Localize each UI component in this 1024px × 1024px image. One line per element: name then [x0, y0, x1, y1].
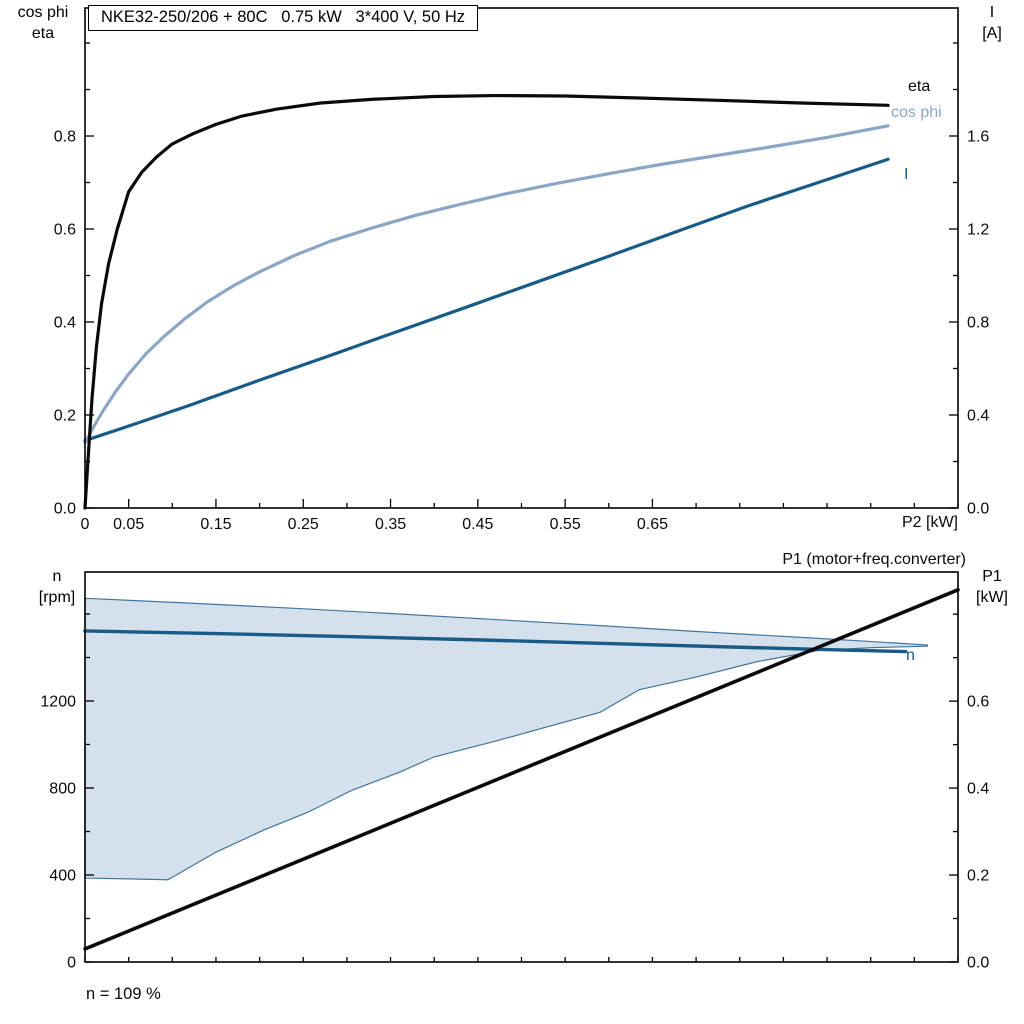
y-right-tick-label: 0.8 [967, 314, 989, 331]
x-tick-label: 0.65 [637, 516, 668, 533]
right-axis-title-line2: [A] [982, 25, 1002, 42]
right-axis-title-top-chart: I [A] [964, 2, 1020, 44]
left-axis-title-top-chart: cos phi eta [4, 2, 82, 44]
eta-curve-label: eta [908, 78, 931, 95]
y-right-tick-label: 0.2 [967, 868, 989, 885]
curve-P1 [83, 588, 960, 951]
left-axis-title-line1: cos phi [17, 4, 69, 21]
chart-title-box: NKE32-250/206 + 80C 0.75 kW 3*400 V, 50 … [88, 5, 478, 31]
y-left-tick-label: 0.0 [54, 501, 76, 518]
speed-percent-note: n = 109 % [86, 985, 161, 1003]
x-tick-label: 0 [81, 516, 90, 533]
curve-cos-phi [83, 124, 890, 445]
curve-eta [83, 93, 890, 510]
left-axis-title-line2: eta [31, 25, 55, 42]
y-right-tick-label: 1.2 [967, 221, 989, 238]
curve-n [83, 629, 908, 654]
y-left-tick-label: 0.6 [54, 222, 76, 239]
y-right-tick-label: 0.6 [967, 694, 989, 711]
plot-frame [84, 7, 959, 509]
y-left-tick-label: 0.2 [54, 408, 76, 425]
speed-axis-title-line2: [rpm] [38, 589, 76, 606]
x-axis-title: P2 [kW] [901, 514, 958, 531]
plot-top: 0 0.05 0.15 0.25 0.35 0.45 0.55 0.65 0.0 0.2 0.4 0.… [54, 7, 989, 533]
y-left-tick-label: 400 [49, 867, 76, 884]
p1-annotation: P1 (motor+freq.converter) [782, 551, 966, 568]
cos-phi-curve-label: cos phi [891, 104, 942, 121]
y-right-tick-label: 0.0 [967, 501, 989, 518]
x-tick-label: 0.25 [288, 516, 319, 533]
right-axis-title-bottom-chart: P1 [kW] [962, 566, 1022, 608]
y-right-tick-label: 1.6 [967, 128, 989, 145]
current-curve-label: I [904, 166, 909, 183]
p1-axis-title-line1: P1 [982, 568, 1002, 585]
speed-axis-title-line1: n [52, 568, 62, 585]
plot-bottom: 0 400 800 1200 0.0 0.2 0.4 0.6 [40, 571, 989, 972]
y-right-tick-label: 0.4 [967, 407, 989, 424]
curve-I [83, 157, 890, 443]
x-tick-label: 0.05 [113, 516, 144, 533]
y-right-tick-label: 0.4 [967, 781, 989, 798]
left-axis-title-bottom-chart: n [rpm] [26, 566, 88, 608]
speed-curve-label: n [906, 647, 915, 664]
y-left-tick-label: 0.8 [54, 129, 76, 146]
p1-axis-title-line2: [kW] [976, 589, 1008, 606]
y-right-tick-label: 0.0 [967, 955, 989, 972]
x-tick-label: 0.35 [375, 516, 406, 533]
x-tick-label: 0.55 [550, 516, 581, 533]
speed-envelope-area [84, 597, 929, 881]
x-tick-label: 0.45 [462, 516, 493, 533]
y-left-tick-label: 0 [67, 955, 76, 972]
y-left-tick-label: 0.4 [54, 315, 76, 332]
y-left-tick-label: 1200 [40, 693, 76, 710]
right-axis-title-line1: I [989, 4, 995, 21]
x-tick-label: 0.15 [200, 516, 231, 533]
y-left-tick-label: 800 [49, 780, 76, 797]
